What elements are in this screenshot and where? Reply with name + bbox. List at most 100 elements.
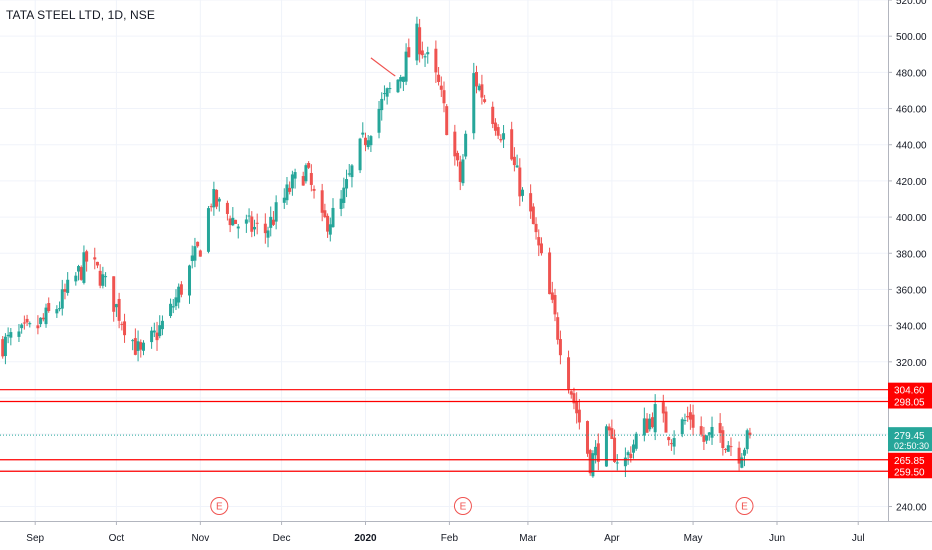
candle-body: [737, 447, 741, 464]
candle: [718, 413, 722, 443]
candle-body: [301, 176, 305, 186]
candle: [41, 313, 45, 322]
candle: [82, 245, 86, 285]
candle: [442, 81, 446, 113]
candle-body: [672, 438, 676, 447]
candle: [60, 279, 64, 316]
level-label: 265.85: [888, 452, 932, 467]
candle-body: [577, 409, 581, 423]
candle: [25, 314, 29, 327]
candle: [664, 406, 668, 433]
price-tick-label: 520.00: [896, 0, 927, 7]
last-price-value: 279.45: [894, 431, 925, 442]
candle: [326, 213, 330, 238]
candle: [724, 448, 728, 454]
candle: [596, 433, 600, 471]
candle-body: [423, 56, 427, 58]
candle: [648, 413, 652, 432]
candle: [420, 41, 424, 59]
candle: [123, 313, 127, 343]
candle-body: [648, 418, 652, 430]
candle-body: [461, 159, 465, 184]
candle-body: [645, 418, 649, 433]
candle: [212, 181, 216, 216]
symbol-title: TATA STEEL LTD, 1D, NSE: [6, 8, 156, 22]
price-tick-label: 360.00: [896, 285, 927, 296]
time-tick-label: Jun: [769, 533, 785, 544]
candle: [250, 211, 254, 238]
candle: [331, 198, 335, 228]
countdown-timer: 02:50:30: [894, 441, 929, 451]
candle: [6, 327, 10, 344]
candle-body: [345, 179, 349, 189]
candle: [607, 423, 611, 437]
price-tick-label: 240.00: [896, 503, 927, 514]
candle: [721, 426, 725, 456]
candle-body: [123, 321, 127, 336]
candle-body: [158, 325, 162, 337]
candle: [307, 161, 311, 170]
candle-body: [396, 79, 400, 93]
candle-body: [464, 133, 468, 157]
candle: [234, 219, 238, 225]
candle: [743, 447, 747, 467]
candle-body: [271, 219, 275, 225]
candle: [179, 281, 183, 298]
candle-body: [458, 161, 462, 182]
candle-body: [480, 84, 484, 98]
candle: [117, 292, 121, 329]
candle: [477, 83, 481, 92]
candle-body: [610, 428, 614, 439]
candle: [456, 150, 460, 167]
candle-body: [515, 165, 519, 168]
candle-body: [534, 223, 538, 233]
candle: [512, 147, 516, 172]
candle-body: [361, 132, 365, 135]
candle: [439, 76, 443, 97]
candle-body: [247, 215, 251, 217]
candle: [155, 321, 159, 351]
candle-body: [98, 270, 102, 286]
price-tick-label: 480.00: [896, 68, 927, 79]
candle-body: [420, 50, 424, 56]
time-tick-label: Apr: [604, 533, 620, 544]
trend-line: [370, 57, 396, 77]
candle-body: [74, 275, 78, 282]
candle: [534, 217, 538, 240]
candle-body: [95, 261, 99, 266]
candle-body: [347, 173, 351, 175]
candle-body: [683, 420, 687, 422]
candle-body: [650, 417, 654, 428]
candle-body: [729, 446, 733, 448]
candle: [483, 94, 487, 104]
candle: [152, 322, 156, 338]
candle: [445, 104, 449, 136]
candle-body: [1, 339, 5, 357]
candle-body: [307, 162, 311, 168]
candle-body: [510, 129, 514, 160]
candle-body: [558, 339, 562, 356]
candle-body: [550, 292, 554, 300]
candle-body: [418, 27, 422, 55]
candle: [301, 171, 305, 186]
candle: [632, 439, 636, 459]
candle: [499, 134, 503, 143]
candle-body: [36, 325, 40, 329]
candle-body: [22, 322, 26, 324]
candle-body: [85, 251, 89, 262]
candle: [282, 188, 286, 209]
candle: [382, 85, 386, 101]
candle-body: [225, 202, 229, 214]
price-tick-label: 440.00: [896, 141, 927, 152]
candle: [585, 420, 589, 457]
candle-body: [58, 308, 62, 310]
time-tick-label: Mar: [519, 533, 537, 544]
candle: [399, 74, 403, 89]
candle-body: [190, 255, 194, 261]
candle: [209, 203, 213, 212]
time-tick-label: Dec: [273, 533, 291, 544]
candle-body: [244, 219, 248, 224]
candle-body: [439, 85, 443, 90]
candle-body: [285, 184, 289, 201]
